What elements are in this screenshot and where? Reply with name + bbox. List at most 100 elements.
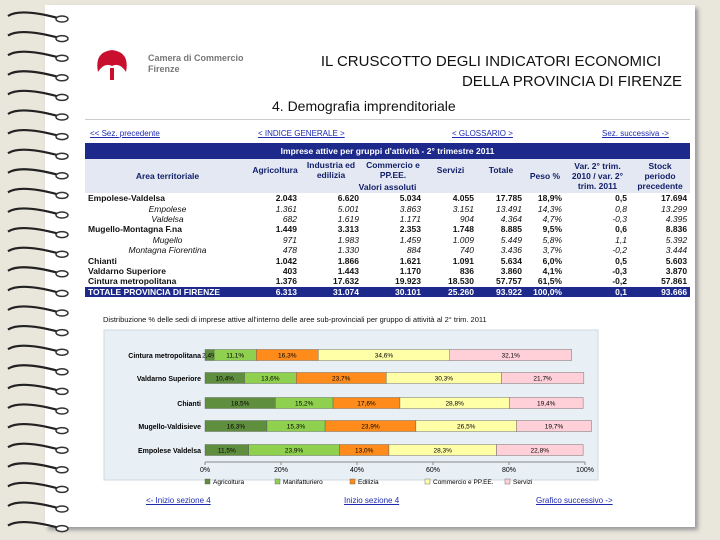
- binding-ring: [7, 423, 59, 431]
- table-cell: 13.299: [661, 203, 688, 214]
- value-label: 30,3%: [435, 376, 454, 383]
- table-cell: 1.009: [452, 234, 474, 245]
- table-cell: Mugello: [152, 234, 183, 245]
- table-cell: 5.392: [665, 234, 688, 245]
- table-cell: 19.923: [395, 276, 421, 287]
- nav-link[interactable]: <- Inizio sezione 4: [146, 496, 211, 505]
- table-cell: 0,5: [615, 193, 627, 204]
- table-cell: 57.861: [661, 276, 688, 287]
- table-cell: 1.361: [275, 203, 297, 214]
- nav-link[interactable]: < GLOSSARIO >: [452, 129, 513, 138]
- value-label: 23,7%: [332, 376, 351, 383]
- table-cell: 0,5: [615, 255, 627, 266]
- table-cell: 3.313: [337, 224, 359, 235]
- legend-swatch: [504, 478, 511, 485]
- table-cell: 18.530: [448, 276, 474, 287]
- table-cell: 8.836: [665, 224, 688, 235]
- binding-ring: [7, 344, 59, 353]
- table-cell: Valdarno Superiore: [88, 265, 166, 276]
- table-cell: 4.055: [452, 193, 474, 204]
- table-cell: 1.443: [337, 265, 359, 276]
- binding-ring: [7, 109, 59, 118]
- binding-ring: [7, 305, 59, 314]
- binding-hole: [55, 191, 69, 200]
- table-cell: Empolese: [148, 203, 187, 214]
- table-row: Cintura metropolitana 1.376 17.632 19.923 18…: [85, 276, 690, 286]
- binding-hole: [55, 524, 69, 533]
- binding-ring: [7, 168, 59, 176]
- table-cell: 5,8%: [542, 234, 562, 245]
- binding-ring: [7, 148, 59, 157]
- legend-swatch: [424, 478, 431, 485]
- value-label: 2,4%: [202, 353, 217, 360]
- column-header: Var. 2° trim. 2010 / var. 2° trim. 2011: [565, 159, 630, 193]
- binding-hole: [55, 368, 69, 376]
- value-label: 28,3%: [433, 448, 452, 455]
- nav-link[interactable]: Inizio sezione 4: [344, 496, 400, 505]
- table-row: Empolese-Valdelsa 2.043 6.620 5.034 4.055 17.…: [85, 193, 690, 203]
- table-cell: 61,5%: [537, 276, 562, 287]
- binding-ring: [7, 187, 59, 196]
- table-cell: 5.449: [500, 234, 522, 245]
- binding-ring: [7, 364, 59, 372]
- value-label: 15,2%: [295, 401, 314, 408]
- table-cell: 93.922: [477, 286, 525, 297]
- binding-hole: [55, 270, 69, 278]
- nav-link[interactable]: Grafico successivo ->: [536, 496, 613, 505]
- table-cell: 0,1: [565, 286, 630, 297]
- table-cell: 57.757: [496, 276, 522, 287]
- value-label: 19,4%: [537, 401, 556, 408]
- table-cell: 1.449: [275, 224, 297, 235]
- table-cell: 5.034: [399, 193, 421, 204]
- value-label: 23,9%: [361, 424, 380, 431]
- divider: [85, 119, 690, 120]
- value-label: 13,0%: [355, 448, 374, 455]
- legend-swatch: [274, 478, 281, 485]
- binding-ring: [7, 70, 59, 78]
- table-cell: 4.395: [665, 213, 688, 224]
- table-cell: -0,2: [612, 276, 627, 287]
- table-cell: 93.666: [630, 286, 691, 297]
- binding-ring: [7, 462, 59, 470]
- table-cell: 2.043: [275, 193, 297, 204]
- table-cell: 4,1%: [542, 265, 562, 276]
- table-cell: 0,8: [615, 203, 627, 214]
- logo-line: Camera di Commercio: [148, 53, 244, 63]
- binding-ring: [7, 129, 59, 137]
- x-tick-label: 20%: [274, 467, 288, 474]
- nav-link[interactable]: << Sez. precedente: [90, 129, 160, 138]
- section-title: 4. Demografia imprenditoriale: [272, 98, 456, 114]
- binding-ring: [7, 403, 59, 412]
- table-cell: 3.870: [665, 265, 688, 276]
- table-cell: 5.634: [500, 255, 522, 266]
- binding-hole: [55, 289, 69, 298]
- table-cell: 3.863: [399, 203, 421, 214]
- value-label: 13,6%: [261, 376, 280, 383]
- nav-link[interactable]: < INDICE GENERALE >: [258, 129, 345, 138]
- binding-hole: [55, 309, 69, 317]
- nav-link[interactable]: Sez. successiva ->: [602, 129, 669, 138]
- table-cell: 1.459: [399, 234, 421, 245]
- table-cell: Empolese-Valdelsa: [88, 193, 166, 204]
- category-label: Mugello-Valdisieve: [138, 424, 201, 431]
- binding-hole: [55, 466, 69, 474]
- table-cell: 3.444: [665, 245, 688, 256]
- table-cell: 1.866: [337, 255, 359, 266]
- legend-swatch: [204, 478, 211, 485]
- value-label: 22,8%: [531, 448, 550, 455]
- binding-ring: [7, 31, 59, 39]
- category-label: Cintura metropolitana: [128, 353, 201, 360]
- table-cell: 3,7%: [542, 245, 562, 256]
- binding-hole: [55, 328, 69, 337]
- table-cell: 17.632: [333, 276, 359, 287]
- binding-hole: [55, 485, 69, 494]
- table-cell: 25.260: [424, 286, 477, 297]
- legend-label: Edilizia: [358, 479, 379, 486]
- value-label: 16,3%: [278, 353, 297, 360]
- x-tick-label: 40%: [350, 467, 364, 474]
- table-row: Empolese 1.361 5.001 3.863 3.151 13.491 14,3% 0…: [85, 203, 690, 214]
- table-cell: 1,1: [615, 234, 627, 245]
- table-cell: 740: [459, 245, 474, 256]
- table-cell: 403: [282, 265, 297, 276]
- category-label: Empolese Valdelsa: [138, 448, 201, 455]
